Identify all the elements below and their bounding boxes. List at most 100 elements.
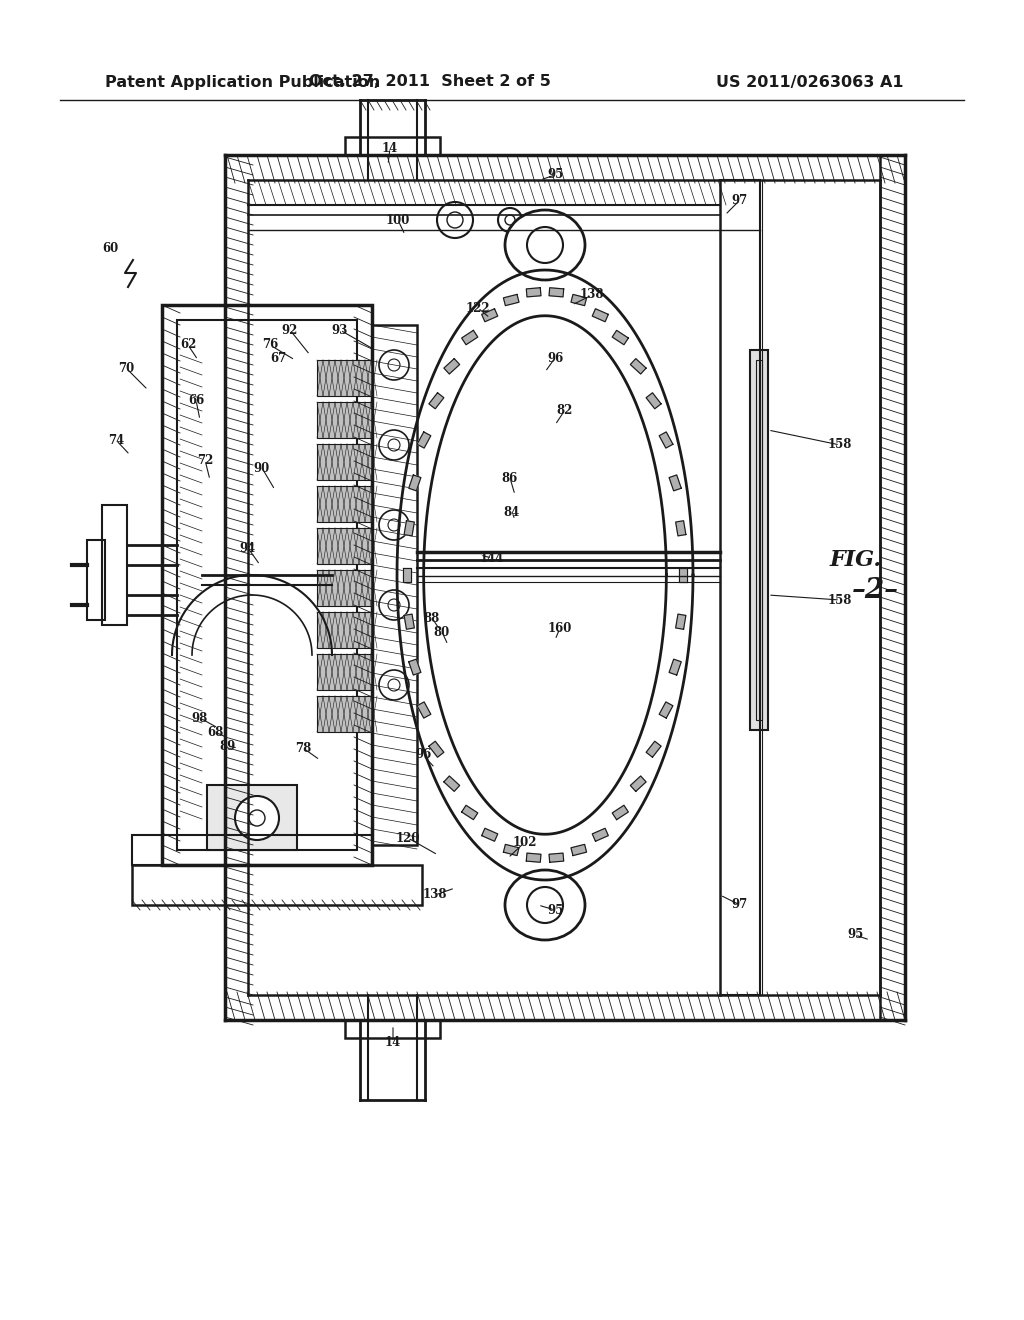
Text: 94: 94 <box>240 541 256 554</box>
Polygon shape <box>679 568 687 582</box>
Text: 100: 100 <box>386 214 411 227</box>
Polygon shape <box>504 845 519 855</box>
Polygon shape <box>462 330 478 345</box>
Text: 93: 93 <box>332 323 348 337</box>
Polygon shape <box>646 393 662 409</box>
Text: 70: 70 <box>118 362 134 375</box>
Text: 88: 88 <box>424 611 440 624</box>
Text: 80: 80 <box>434 626 451 639</box>
Ellipse shape <box>379 671 409 700</box>
Text: 72: 72 <box>197 454 213 466</box>
Polygon shape <box>669 475 681 491</box>
Ellipse shape <box>505 210 585 280</box>
Text: 78: 78 <box>295 742 311 755</box>
Polygon shape <box>417 432 431 447</box>
Text: 160: 160 <box>548 622 572 635</box>
Text: 138: 138 <box>580 289 604 301</box>
Polygon shape <box>571 845 587 855</box>
Text: 96: 96 <box>547 351 563 364</box>
Polygon shape <box>676 614 686 630</box>
Text: –2–: –2– <box>852 577 898 603</box>
Polygon shape <box>409 475 421 491</box>
Polygon shape <box>571 294 587 306</box>
Bar <box>750 350 768 730</box>
Text: FIG.: FIG. <box>830 549 882 572</box>
Polygon shape <box>481 828 498 841</box>
Polygon shape <box>592 828 608 841</box>
Polygon shape <box>676 521 686 536</box>
Text: 158: 158 <box>827 594 852 606</box>
Bar <box>317 696 372 733</box>
Text: 76: 76 <box>262 338 279 351</box>
Polygon shape <box>669 659 681 675</box>
Bar <box>372 325 417 845</box>
Ellipse shape <box>527 887 563 923</box>
Text: 96: 96 <box>415 748 431 762</box>
Bar <box>345 137 440 154</box>
Polygon shape <box>404 614 415 630</box>
Text: 102: 102 <box>513 836 538 849</box>
Polygon shape <box>444 359 460 374</box>
Text: 74: 74 <box>108 433 124 446</box>
Polygon shape <box>612 330 629 345</box>
Bar <box>317 570 372 606</box>
Polygon shape <box>549 853 563 862</box>
Bar <box>317 528 372 564</box>
Text: 14: 14 <box>385 1035 401 1048</box>
Polygon shape <box>429 742 443 758</box>
Text: 67: 67 <box>270 351 286 364</box>
Polygon shape <box>417 702 431 718</box>
Text: 92: 92 <box>282 323 298 337</box>
Polygon shape <box>504 294 519 306</box>
Bar <box>87 540 105 620</box>
Text: 84: 84 <box>504 506 520 519</box>
Bar <box>102 506 127 624</box>
Text: 95: 95 <box>547 903 563 916</box>
Bar <box>317 403 372 438</box>
Text: 97: 97 <box>732 194 749 206</box>
Polygon shape <box>549 288 563 297</box>
Ellipse shape <box>234 796 279 840</box>
Text: 97: 97 <box>732 899 749 912</box>
Polygon shape <box>404 521 415 536</box>
Bar <box>317 444 372 480</box>
Bar <box>317 653 372 690</box>
Polygon shape <box>592 309 608 322</box>
Text: 95: 95 <box>547 169 563 181</box>
Text: 138: 138 <box>423 888 447 902</box>
Bar <box>345 1020 440 1038</box>
Bar <box>162 305 372 865</box>
Text: 98: 98 <box>191 711 208 725</box>
Text: Patent Application Publication: Patent Application Publication <box>105 74 380 90</box>
Text: 89: 89 <box>219 739 236 752</box>
Text: 158: 158 <box>827 438 852 451</box>
Text: 68: 68 <box>207 726 223 738</box>
Text: 66: 66 <box>187 393 204 407</box>
Polygon shape <box>429 393 443 409</box>
Polygon shape <box>659 702 673 718</box>
Bar <box>317 612 372 648</box>
Bar <box>756 360 762 719</box>
Text: 144: 144 <box>480 552 504 565</box>
Text: 120: 120 <box>395 832 420 845</box>
Text: 14: 14 <box>382 141 398 154</box>
Polygon shape <box>444 776 460 792</box>
Text: Oct. 27, 2011  Sheet 2 of 5: Oct. 27, 2011 Sheet 2 of 5 <box>309 74 551 90</box>
Ellipse shape <box>527 227 563 263</box>
Polygon shape <box>526 853 541 862</box>
Text: 60: 60 <box>101 242 118 255</box>
Bar <box>317 360 372 396</box>
Ellipse shape <box>505 870 585 940</box>
Text: 62: 62 <box>180 338 197 351</box>
Bar <box>177 319 357 850</box>
Ellipse shape <box>379 510 409 540</box>
Text: 95: 95 <box>847 928 863 941</box>
Text: 90: 90 <box>254 462 270 474</box>
Bar <box>132 836 372 865</box>
Polygon shape <box>462 805 478 820</box>
Ellipse shape <box>379 350 409 380</box>
Text: US 2011/0263063 A1: US 2011/0263063 A1 <box>716 74 904 90</box>
Polygon shape <box>403 568 412 582</box>
Bar <box>317 486 372 521</box>
Polygon shape <box>481 309 498 322</box>
